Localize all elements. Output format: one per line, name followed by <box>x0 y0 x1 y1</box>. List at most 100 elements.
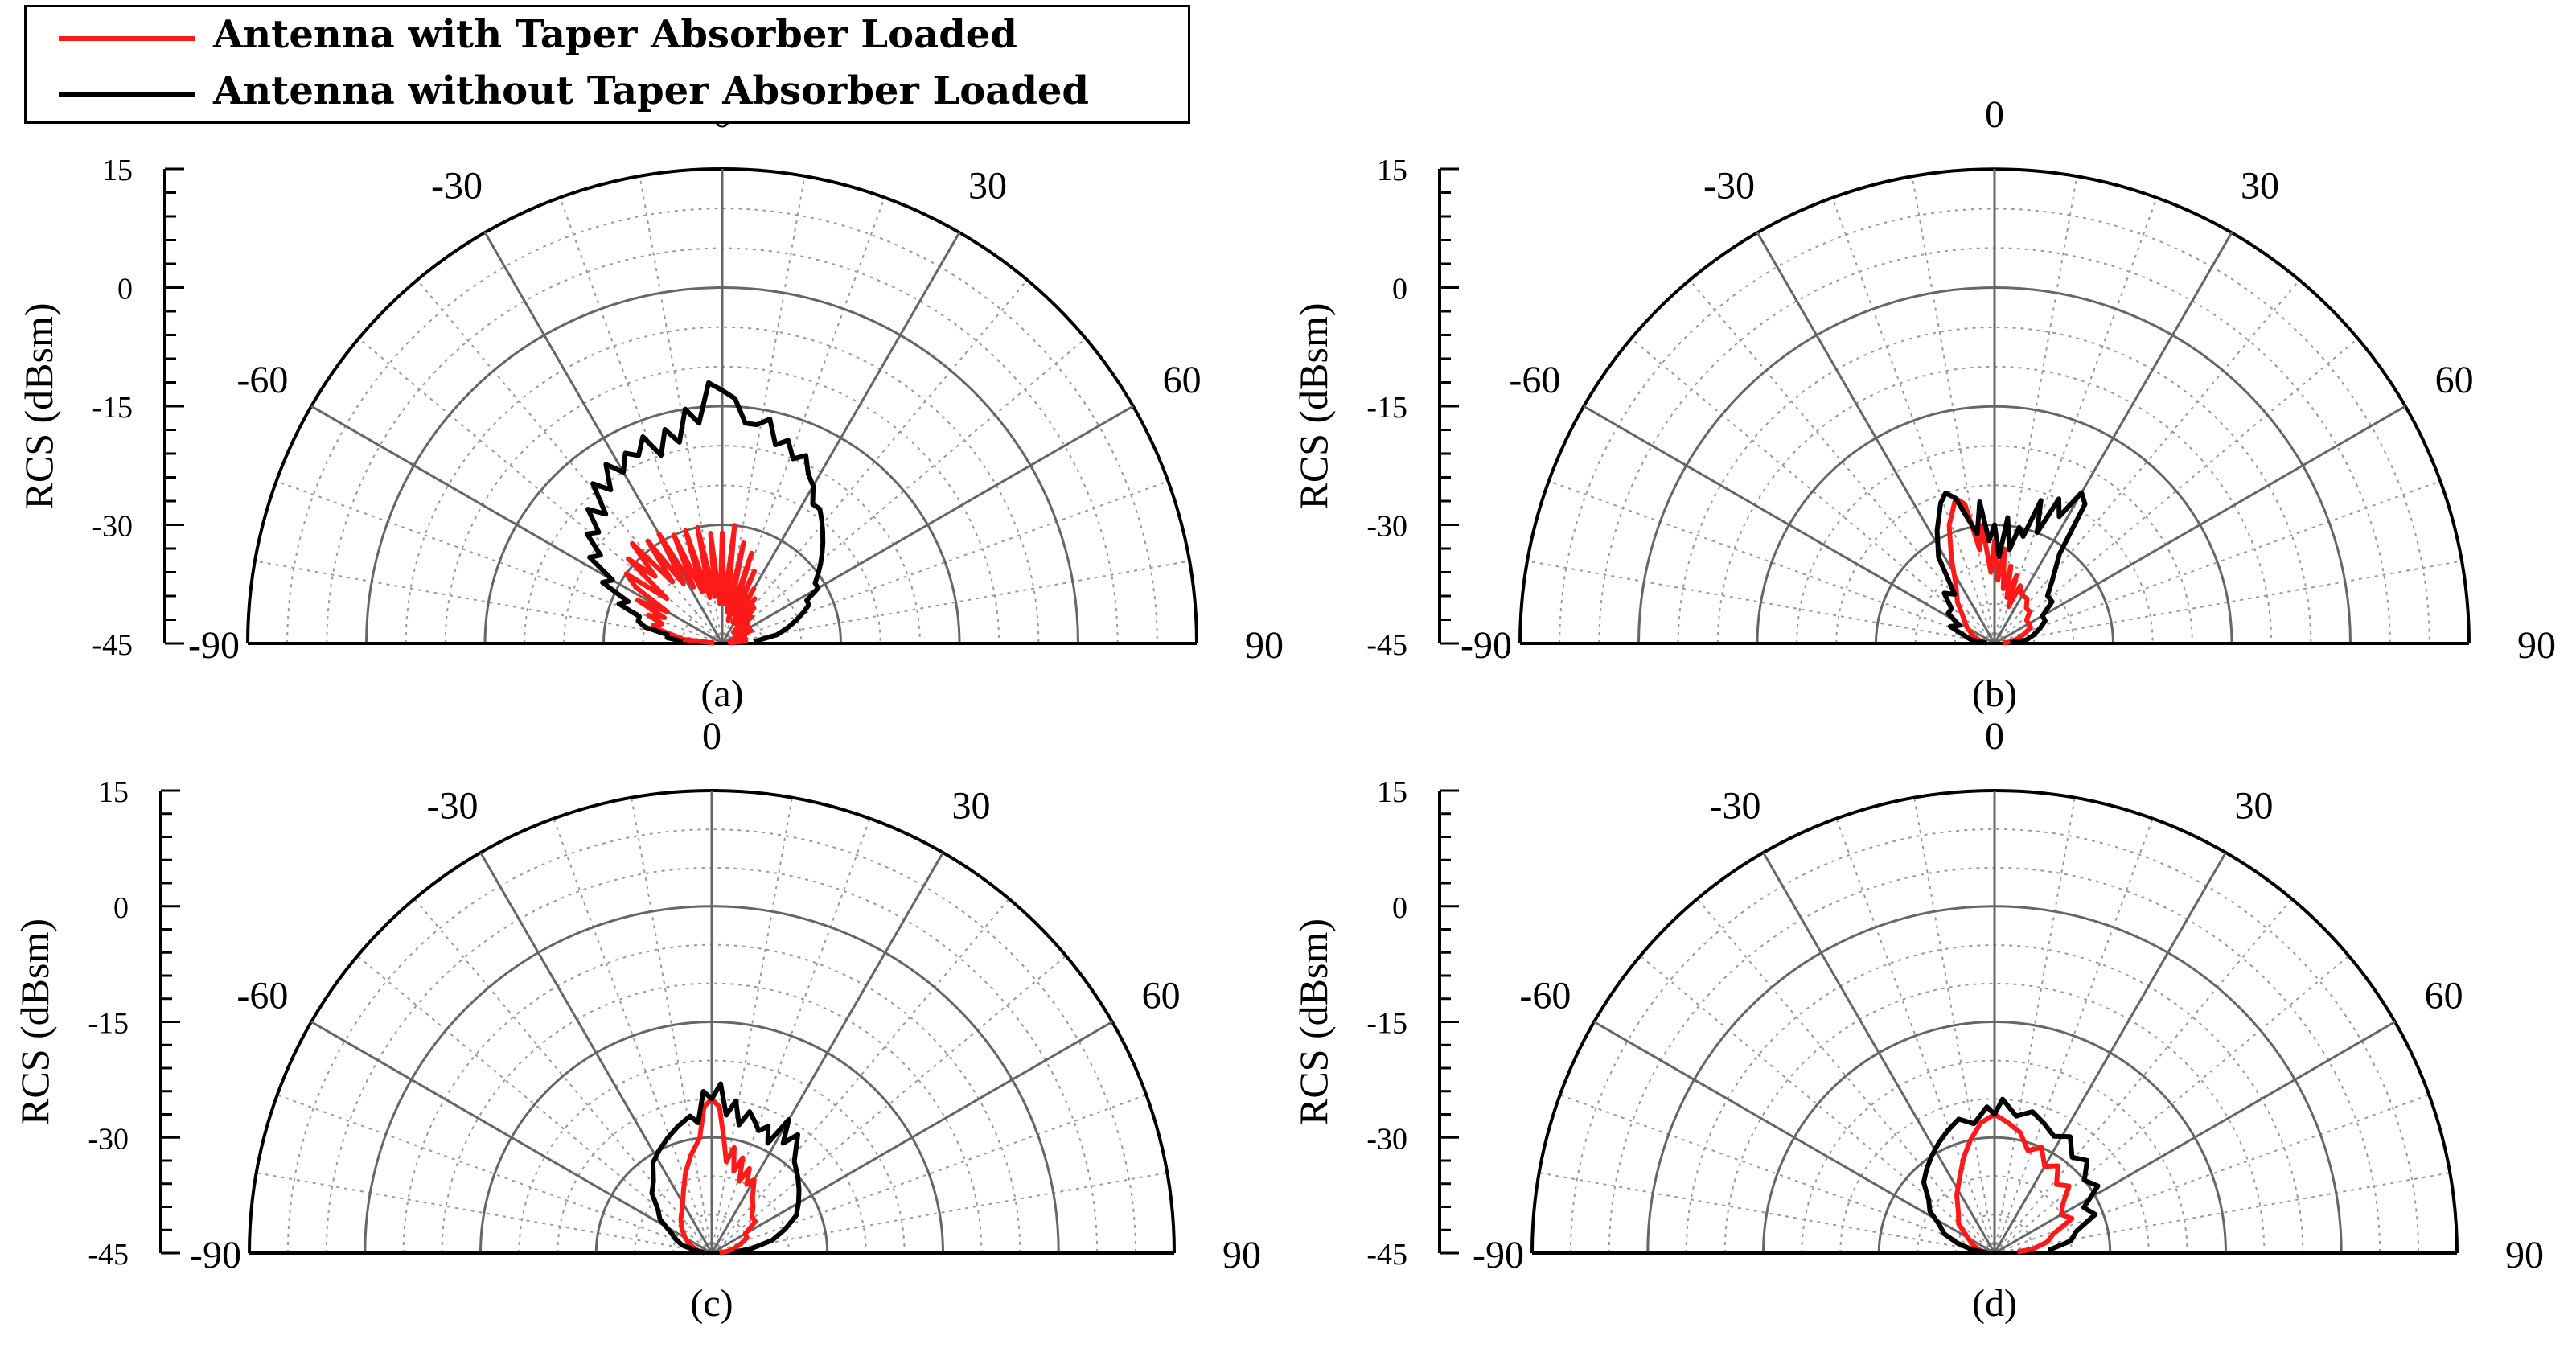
grid-radial-minor <box>1994 279 2301 644</box>
subplot-caption: (c) <box>690 1282 733 1325</box>
radial-axis-label: RCS (dBsm) <box>12 919 57 1125</box>
grid-radial-minor <box>1994 197 2158 644</box>
grid-radial-minor <box>559 197 723 644</box>
grid-radial-major <box>711 1021 1113 1255</box>
radial-tick-label: 15 <box>1377 154 1407 187</box>
grid-radial-minor <box>721 197 885 644</box>
radial-tick-label: -45 <box>88 1238 129 1272</box>
angle-tick-label: 60 <box>1142 975 1181 1017</box>
angle-tick-label: 60 <box>1163 359 1202 401</box>
grid-radial-major <box>710 852 944 1254</box>
legend-label: Antenna with Taper Absorber Loaded <box>213 12 1017 57</box>
grid-radial-minor <box>639 175 723 644</box>
grid-radial-minor <box>721 175 806 644</box>
radial-tick-label: -15 <box>1366 391 1407 425</box>
grid-circle-minor <box>524 446 921 644</box>
radial-axis-label: RCS (dBsm) <box>1291 302 1336 509</box>
radial-tick-label: 0 <box>113 891 129 925</box>
angle-tick-label: -60 <box>1519 975 1571 1017</box>
angle-tick-label: 90 <box>1245 624 1284 667</box>
grid-radial-major <box>479 852 713 1254</box>
series-line-without-absorber <box>1921 1096 2101 1256</box>
chart-legend: Antenna with Taper Absorber Loaded Anten… <box>24 5 1190 124</box>
grid-radial-major <box>1593 1021 1995 1255</box>
subplot-caption: (b) <box>1972 672 2017 715</box>
radial-tick-label: 15 <box>98 775 129 809</box>
grid-radial-minor <box>721 560 1190 644</box>
grid-radial-minor <box>276 480 723 644</box>
radial-tick-label: -45 <box>92 628 133 662</box>
radial-axis-label: RCS (dBsm) <box>16 302 61 509</box>
radial-tick-label: -30 <box>92 510 133 544</box>
angle-tick-label: -30 <box>431 164 483 207</box>
grid-radial-minor <box>1548 480 1995 644</box>
angle-tick-label: 30 <box>2241 164 2279 207</box>
angle-tick-label: 0 <box>702 715 721 758</box>
radial-tick-label: 0 <box>117 273 133 306</box>
grid-circle-minor <box>1955 1214 2034 1254</box>
grid-radial-minor <box>1911 175 1995 644</box>
legend-item-with-absorber: Antenna with Taper Absorber Loaded <box>27 10 1188 67</box>
series-line-with-absorber <box>1954 1112 2075 1256</box>
radial-tick-label: 0 <box>1392 891 1407 925</box>
series-line-without-absorber <box>584 380 826 644</box>
grid-circle-minor <box>563 484 881 644</box>
radial-tick-label: 15 <box>102 154 133 187</box>
angle-tick-label: -30 <box>1703 164 1755 207</box>
radial-axis-label: RCS (dBsm) <box>1291 919 1336 1125</box>
angle-tick-label: 0 <box>1985 715 2004 758</box>
polar-chart-c: 0 -30 30 -60 60 -90 90 -45 -30 -15 0 15 RCS (dBsm) (c… <box>12 715 1261 1325</box>
polar-chart-d: 0 -30 30 -60 60 -90 90 -45 -30 -15 0 15 RCS (dBsm) (d… <box>1291 715 2544 1325</box>
grid-radial-minor <box>1994 337 2359 644</box>
grid-radial-minor <box>1994 480 2441 644</box>
grid-radial-major <box>721 232 961 644</box>
legend-label: Antenna without Taper Absorber Loaded <box>213 68 1089 113</box>
radial-tick-label: -45 <box>1366 1238 1407 1272</box>
angle-tick-label: -90 <box>190 1234 241 1276</box>
angle-tick-label: 30 <box>2235 784 2274 827</box>
angle-tick-label: 60 <box>2425 975 2463 1017</box>
grid-radial-minor <box>1526 560 1995 644</box>
radial-tick-label: -45 <box>1366 628 1407 662</box>
series-line-with-absorber <box>678 1096 758 1256</box>
radial-tick-label: -15 <box>1366 1007 1407 1041</box>
legend-swatch-red <box>59 36 195 41</box>
grid-radial-minor <box>1630 337 1995 644</box>
angle-tick-label: -60 <box>236 975 288 1017</box>
grid-radial-minor <box>416 279 723 644</box>
angle-tick-label: 0 <box>1985 93 2004 136</box>
grid-radial-major <box>1756 232 1996 644</box>
polar-chart-b: 0 -30 30 -60 60 -90 90 -45 -30 -15 0 15 RCS (dBsm) (b… <box>1291 93 2556 715</box>
subplot-caption: (a) <box>700 672 743 715</box>
grid-radial-minor <box>721 337 1087 644</box>
legend-item-without-absorber: Antenna without Taper Absorber Loaded <box>27 67 1188 123</box>
grid-radial-minor <box>254 560 723 644</box>
angle-tick-label: -60 <box>1509 359 1560 401</box>
angle-tick-label: 60 <box>2435 359 2474 401</box>
grid-radial-minor <box>1688 279 1995 644</box>
grid-radial-major <box>483 232 724 644</box>
grid-circle-minor <box>681 602 763 644</box>
legend-swatch-black <box>59 92 195 97</box>
grid-radial-major <box>1994 405 2406 645</box>
grid-radial-minor <box>1831 197 1995 644</box>
angle-tick-label: -30 <box>1710 784 1761 827</box>
radial-tick-label: 0 <box>1392 273 1407 306</box>
angle-tick-label: 90 <box>1222 1234 1261 1276</box>
grid-radial-major <box>310 1021 713 1255</box>
grid-radial-major <box>1993 852 2227 1254</box>
grid-radial-minor <box>1994 560 2463 644</box>
grid-radial-major <box>721 405 1134 645</box>
angle-tick-label: -60 <box>236 359 288 401</box>
grid-radial-minor <box>1994 175 2078 644</box>
grid-radial-major <box>1993 232 2233 644</box>
grid-radial-minor <box>721 279 1029 644</box>
angle-tick-label: -90 <box>188 624 240 667</box>
angle-tick-label: -30 <box>427 784 479 827</box>
angle-tick-label: 30 <box>952 784 991 827</box>
angle-tick-label: -90 <box>1461 624 1512 667</box>
series-line-with-absorber <box>1946 495 2033 646</box>
series-line-without-absorber <box>649 1081 802 1256</box>
